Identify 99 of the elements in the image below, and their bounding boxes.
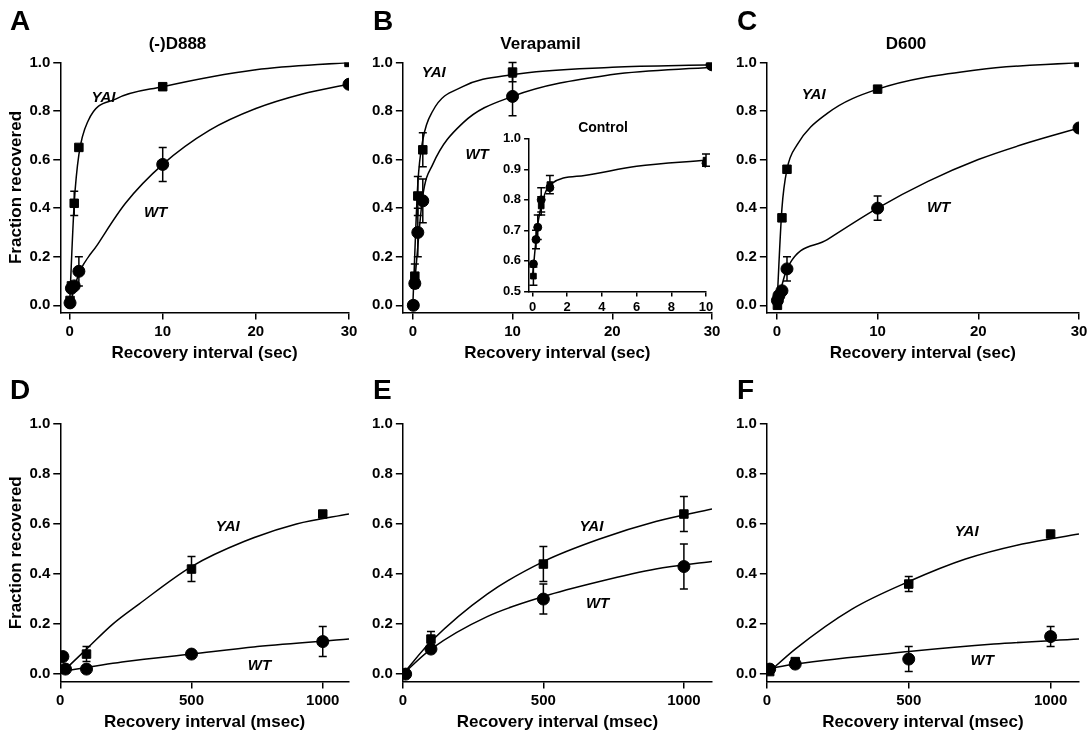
x-tick-label: 0 [772,321,782,339]
x-tick-label: 500 [530,690,556,708]
y-tick-label: 0.4 [29,198,51,216]
x-tick-label: 20 [969,321,987,339]
annotation: WT [585,594,612,612]
x-tick-label: 0 [762,690,772,708]
y-tick-label: 0.0 [371,295,393,313]
y-tick-label: 0.9 [502,160,522,176]
chart-title: (-)D888 [148,33,207,53]
x-tick-label: 500 [178,690,205,708]
y-tick-label: 0.2 [735,614,757,632]
y-tick-label: 0.6 [371,514,393,532]
y-tick-label: 0.8 [29,464,51,482]
annotation: WT [926,197,953,215]
annotation: YAI [801,85,827,103]
text: B [373,4,394,36]
x-tick-label: 10 [698,298,714,314]
annotation: YAI [91,87,117,105]
text: D [10,373,31,405]
x-tick-label: 30 [1070,321,1088,339]
x-axis-title: Recovery interval (sec) [111,343,298,363]
y-tick-label: 1.0 [735,414,757,432]
y-tick-label: 0.8 [29,101,51,119]
y-tick-label: 0.8 [735,101,757,119]
x-tick-label: 20 [603,321,621,339]
y-tick-label: 0.2 [29,246,51,264]
x-tick-label: 1000 [667,690,701,708]
text: C [737,4,758,36]
y-tick-label: 1.0 [735,52,757,70]
x-axis-title: Recovery interval (msec) [103,712,306,732]
x-tick-label: 1000 [306,690,340,708]
x-tick-label: 20 [247,321,265,339]
y-tick-label: 1.0 [371,52,393,70]
y-tick-label: 0.2 [29,614,51,632]
y-tick-label: 0.4 [371,564,394,582]
annotation: YAI [215,517,241,535]
y-tick-label: 0.4 [371,198,394,216]
y-tick-label: 0.0 [29,295,51,313]
y-tick-label: 0.4 [735,564,758,582]
chart-title: Control [578,119,628,136]
x-axis-title: Recovery interval (msec) [456,712,659,732]
y-tick-label: 0.0 [371,664,393,682]
y-axis-title: Fraction recovered [5,476,25,630]
chart-title: D600 [885,33,927,53]
annotation: WT [143,202,170,220]
x-tick-label: 0 [408,321,417,339]
y-tick-label: 0.6 [29,514,51,532]
x-tick-label: 10 [869,321,886,339]
y-tick-label: 0.7 [502,221,522,237]
x-tick-label: 0 [65,321,74,339]
y-tick-label: 0.4 [735,198,758,216]
y-tick-label: 0.0 [29,664,51,682]
x-tick-label: 6 [633,298,641,314]
y-tick-label: 0.5 [502,282,522,298]
x-axis-title: Recovery interval (msec) [822,712,1024,732]
y-tick-label: 0.6 [735,149,757,167]
x-tick-label: 2 [563,298,571,314]
x-axis-title: Recovery interval (sec) [829,343,1016,363]
annotation: YAI [954,522,980,540]
text: E [373,373,392,405]
y-tick-label: 1.0 [371,414,393,432]
y-tick-label: 1.0 [502,130,522,146]
y-axis-title: Fraction recovered [5,110,25,265]
chart-title: Verapamil [500,33,581,53]
text: A [10,4,31,36]
y-tick-label: 0.6 [735,514,757,532]
y-tick-label: 0.2 [371,246,393,264]
annotation: WT [247,656,273,674]
y-tick-label: 0.0 [735,295,757,313]
x-tick-label: 0 [528,298,537,314]
y-tick-label: 1.0 [29,414,51,432]
y-tick-label: 0.8 [735,464,757,482]
y-tick-label: 0.8 [502,191,522,207]
annotation: YAI [421,62,447,80]
x-tick-label: 500 [896,690,922,708]
y-tick-label: 0.4 [29,564,51,582]
y-tick-label: 0.8 [371,464,393,482]
x-tick-label: 1000 [1033,690,1068,708]
y-tick-label: 0.6 [29,149,51,167]
y-tick-label: 0.2 [735,246,757,264]
x-tick-label: 30 [340,321,358,339]
text: F [737,373,755,405]
x-tick-label: 0 [398,690,408,708]
x-tick-label: 10 [504,321,521,339]
annotation: WT [970,651,996,669]
x-tick-label: 8 [667,298,675,314]
annotation: YAI [579,517,605,535]
x-tick-label: 4 [598,298,607,314]
x-axis-title: Recovery interval (sec) [464,343,651,363]
y-tick-label: 0.6 [502,252,522,268]
y-tick-label: 1.0 [29,52,51,70]
x-tick-label: 0 [56,690,65,708]
y-tick-label: 0.6 [371,149,393,167]
annotation: WT [465,145,491,163]
y-tick-label: 0.8 [371,101,393,119]
x-tick-label: 10 [154,321,172,339]
y-tick-label: 0.0 [735,664,757,682]
y-tick-label: 0.2 [371,614,393,632]
x-tick-label: 30 [703,321,721,339]
